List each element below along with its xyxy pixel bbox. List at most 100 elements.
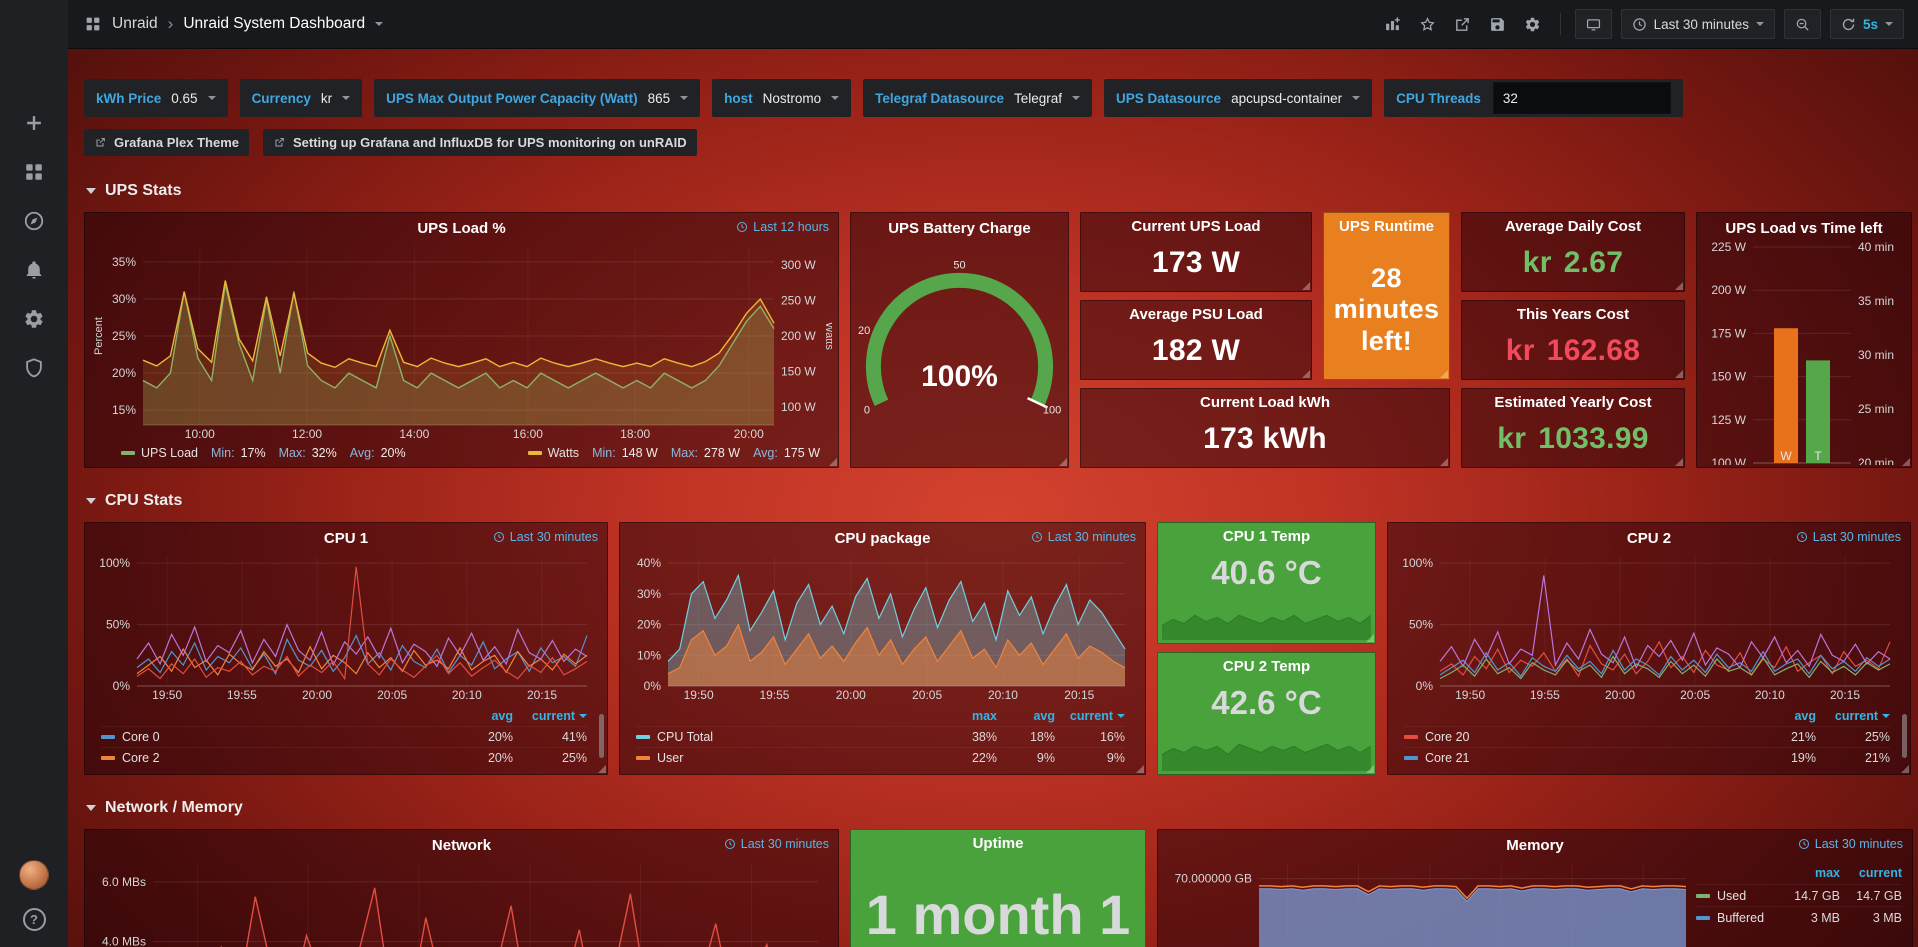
save-button[interactable] — [1485, 11, 1511, 37]
time-range-picker[interactable]: Last 30 minutes — [1620, 9, 1775, 39]
panel-resize-handle[interactable] — [598, 765, 606, 773]
panel-title[interactable]: CPU 2 — [1626, 530, 1672, 547]
panel-resize-handle[interactable] — [1675, 458, 1683, 466]
legend-col-current[interactable]: current — [1858, 866, 1902, 880]
refresh-interval[interactable]: 5s — [1862, 16, 1878, 32]
panel-title[interactable]: Average Daily Cost — [1504, 218, 1642, 235]
dashboard-link-ups-guide[interactable]: Setting up Grafana and InfluxDB for UPS … — [263, 129, 697, 156]
refresh-button[interactable]: 5s — [1829, 9, 1904, 39]
chevron-down-icon[interactable] — [375, 22, 384, 26]
variable-kwh-price[interactable]: kWh Price 0.65 — [84, 79, 228, 117]
section-ups-stats[interactable]: UPS Stats — [86, 182, 1918, 200]
panel-title[interactable]: UPS Runtime — [1338, 218, 1434, 235]
configuration-gear-icon[interactable] — [23, 308, 45, 330]
legend-col-current[interactable]: current — [1816, 709, 1890, 723]
panel-resize-handle[interactable] — [1440, 370, 1448, 378]
panel-time-range[interactable]: Last 12 hours — [736, 220, 829, 234]
variable-telegraf-datasource[interactable]: Telegraf Datasource Telegraf — [863, 79, 1093, 117]
legend-ups-load[interactable]: UPS Load Min: 17% Max: 32% Avg: 20% — [121, 446, 406, 460]
panel-resize-handle[interactable] — [1302, 282, 1310, 290]
panel-title[interactable]: Current UPS Load — [1131, 218, 1261, 235]
series-toggle[interactable]: Core 21 — [1404, 751, 1754, 765]
panel-title[interactable]: Current Load kWh — [1200, 394, 1330, 411]
panel-title[interactable]: CPU 2 Temp — [1222, 658, 1311, 675]
legend-col-max[interactable]: max — [971, 708, 997, 723]
cpu1-chart[interactable]: 0% 50% 100% 19:50 19:55 20:00 20:05 20:10 20:15 — [91, 551, 601, 704]
panel-title[interactable]: Network — [431, 837, 492, 854]
variable-ups-datasource[interactable]: UPS Datasource apcupsd-container — [1104, 79, 1373, 117]
legend-watts[interactable]: Watts Min: 148 W Max: 278 W Avg: 175 W — [527, 446, 820, 460]
series-toggle[interactable]: Used — [1696, 889, 1778, 903]
legend-col-avg[interactable]: avg — [491, 708, 513, 723]
panel-title[interactable]: CPU 1 — [323, 530, 369, 547]
dashboards-icon[interactable] — [23, 161, 45, 183]
cpu-threads-input[interactable] — [1492, 82, 1671, 114]
panel-resize-handle[interactable] — [1902, 458, 1910, 466]
cpu-package-chart[interactable]: 0% 10% 20% 30% 40% 19:50 19:55 20:00 20:05 20:10 2… — [626, 551, 1139, 704]
panel-title[interactable]: This Years Cost — [1516, 306, 1630, 323]
panel-resize-handle[interactable] — [1136, 765, 1144, 773]
user-avatar[interactable] — [19, 860, 49, 890]
legend-col-avg[interactable]: avg — [1033, 708, 1055, 723]
section-network-memory[interactable]: Network / Memory — [86, 799, 1918, 817]
panel-resize-handle[interactable] — [1440, 458, 1448, 466]
panel-time-range[interactable]: Last 30 minutes — [1031, 530, 1136, 544]
panel-resize-handle[interactable] — [1366, 765, 1374, 773]
ups-bars-chart[interactable]: 100 W 125 W 150 W 175 W 200 W 225 W 20 min 25 m… — [1703, 241, 1905, 465]
legend-col-max[interactable]: max — [1814, 866, 1840, 880]
panel-resize-handle[interactable] — [1675, 282, 1683, 290]
breadcrumb-root[interactable]: Unraid — [112, 15, 158, 32]
series-toggle[interactable]: Core 0 — [101, 730, 451, 744]
dashboard-link-plex-theme[interactable]: Grafana Plex Theme — [84, 129, 249, 156]
panel-title[interactable]: Average PSU Load — [1129, 306, 1263, 323]
share-button[interactable] — [1450, 11, 1476, 37]
legend-col-current[interactable]: current — [513, 709, 587, 723]
series-toggle[interactable]: Buffered — [1696, 911, 1778, 925]
dashboard-settings-button[interactable] — [1520, 11, 1546, 37]
help-icon[interactable]: ? — [22, 908, 46, 931]
panel-title[interactable]: Estimated Yearly Cost — [1494, 394, 1652, 411]
grafana-logo[interactable] — [14, 12, 54, 52]
alerting-bell-icon[interactable] — [23, 259, 45, 281]
panel-title[interactable]: Memory — [1506, 837, 1564, 854]
panel-title[interactable]: UPS Load % — [417, 220, 506, 237]
cycle-view-button[interactable] — [1574, 9, 1612, 39]
zoom-out-button[interactable] — [1783, 9, 1821, 39]
explore-compass-icon[interactable] — [23, 210, 45, 232]
panel-time-range[interactable]: Last 30 minutes — [1796, 530, 1901, 544]
legend-col-current[interactable]: current — [1055, 709, 1125, 723]
panel-title[interactable]: UPS Battery Charge — [888, 220, 1031, 237]
panel-title[interactable]: UPS Load vs Time left — [1725, 220, 1883, 237]
panel-resize-handle[interactable] — [1302, 370, 1310, 378]
panel-time-range[interactable]: Last 30 minutes — [1798, 837, 1903, 851]
variable-ups-max-output[interactable]: UPS Max Output Power Capacity (Watt) 865 — [374, 79, 701, 117]
legend-scrollbar[interactable] — [599, 714, 604, 758]
panel-time-range[interactable]: Last 30 minutes — [724, 837, 829, 851]
star-button[interactable] — [1415, 11, 1441, 37]
variable-currency[interactable]: Currency kr — [239, 79, 363, 117]
variable-host[interactable]: host Nostromo — [712, 79, 852, 117]
panel-resize-handle[interactable] — [1366, 634, 1374, 642]
panel-title[interactable]: CPU package — [834, 530, 931, 547]
panel-resize-handle[interactable] — [1059, 458, 1067, 466]
cpu2-chart[interactable]: 0% 50% 100% 19:50 19:55 20:00 20:05 20:10 20:15 — [1394, 551, 1904, 704]
panel-resize-handle[interactable] — [1901, 765, 1909, 773]
memory-chart[interactable]: 50.000000 GB60.000000 GB70.000000 GB19:5… — [1164, 858, 1696, 947]
series-toggle[interactable]: User — [636, 751, 939, 765]
panel-time-range[interactable]: Last 30 minutes — [493, 530, 598, 544]
admin-shield-icon[interactable] — [23, 357, 45, 379]
legend-col-avg[interactable]: avg — [1794, 708, 1816, 723]
add-panel-button[interactable] — [1380, 11, 1406, 37]
series-toggle[interactable]: Core 20 — [1404, 730, 1754, 744]
create-plus-icon[interactable] — [23, 112, 45, 134]
ups-load-chart[interactable]: 15% 20% 25% 30% 35% 100 W 150 W 200 W 250 W 300 W… — [91, 241, 832, 443]
panel-title[interactable]: Uptime — [972, 835, 1024, 852]
series-toggle[interactable]: Core 2 — [101, 751, 451, 765]
panel-resize-handle[interactable] — [829, 458, 837, 466]
section-cpu-stats[interactable]: CPU Stats — [86, 492, 1918, 510]
dashboard-title[interactable]: Unraid System Dashboard — [183, 15, 366, 32]
series-toggle[interactable]: CPU Total — [636, 730, 939, 744]
panel-resize-handle[interactable] — [1675, 370, 1683, 378]
panel-title[interactable]: CPU 1 Temp — [1222, 528, 1311, 545]
